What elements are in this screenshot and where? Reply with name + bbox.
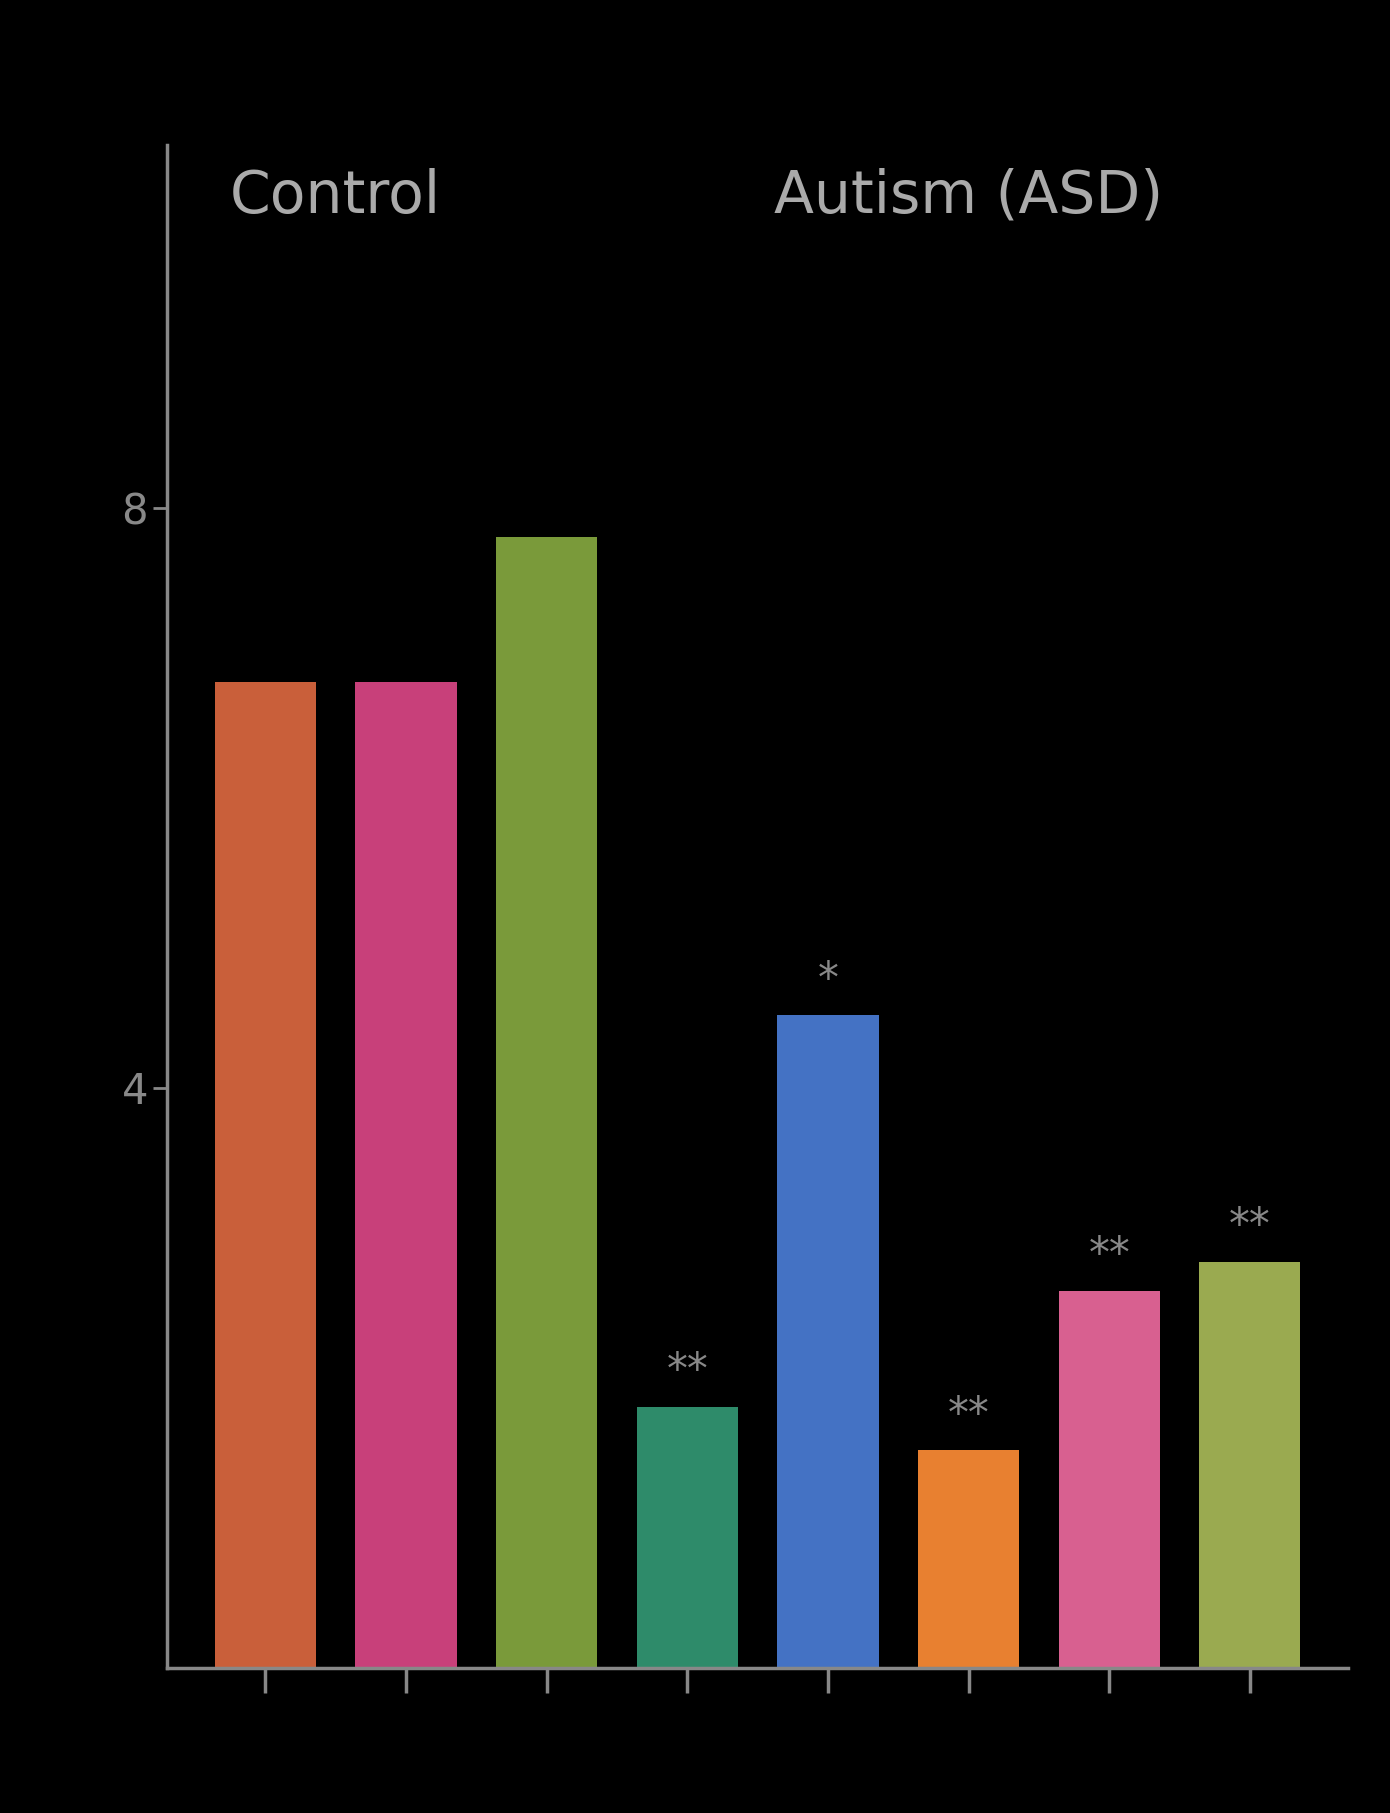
Text: **: **: [666, 1351, 708, 1392]
Bar: [1059, 1291, 1159, 1668]
Text: Control: Control: [229, 169, 441, 225]
Text: Autism (ASD): Autism (ASD): [774, 169, 1163, 225]
Bar: [777, 1015, 878, 1668]
Text: **: **: [1088, 1235, 1130, 1276]
Bar: [496, 537, 598, 1668]
Text: **: **: [1229, 1206, 1270, 1247]
Text: **: **: [948, 1394, 990, 1436]
Bar: [356, 682, 456, 1668]
Bar: [214, 682, 316, 1668]
Bar: [917, 1450, 1019, 1668]
Bar: [637, 1407, 738, 1668]
Text: *: *: [817, 959, 838, 1001]
Bar: [1200, 1262, 1301, 1668]
